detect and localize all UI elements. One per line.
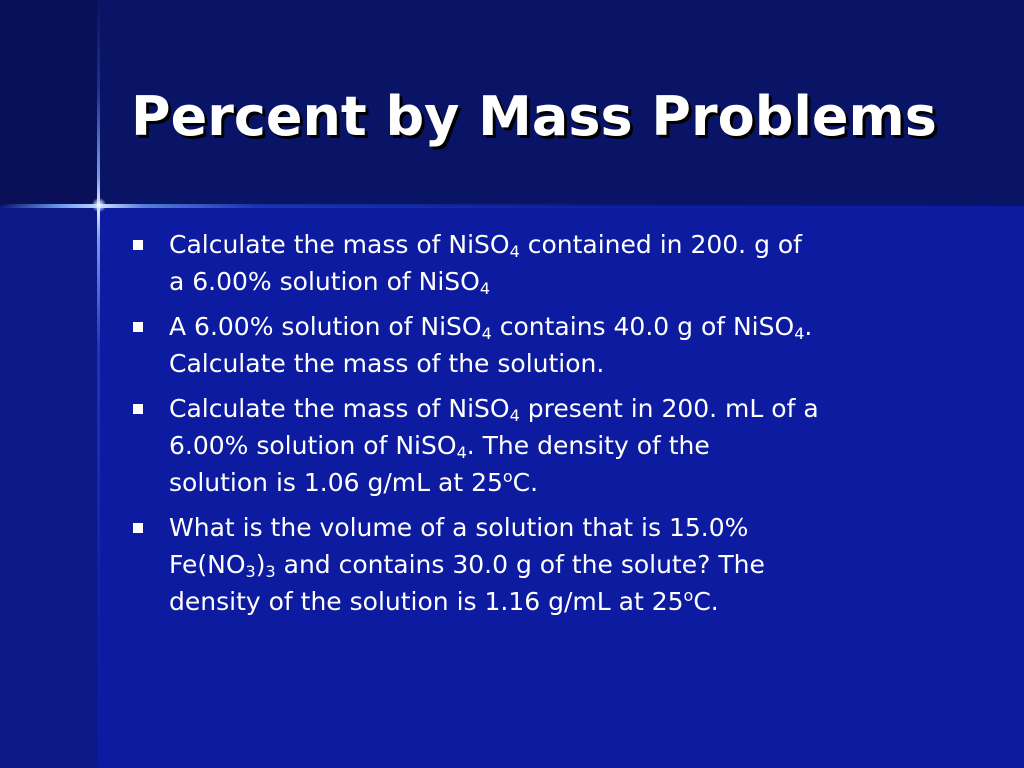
bullet-square-icon	[133, 404, 143, 414]
bullet-text: What is the volume of a solution that is…	[169, 513, 749, 542]
bullet-text-line: density of the solution is 1.16 g/mL at …	[169, 583, 970, 620]
subscript: 3	[265, 562, 276, 581]
bullet-text-line: What is the volume of a solution that is…	[169, 509, 970, 546]
bullet-text: )	[255, 550, 266, 579]
bullet-text-line: Calculate the mass of the solution.	[169, 345, 970, 382]
bullet-text: A 6.00% solution of NiSO	[169, 312, 482, 341]
bullet-text-line: 6.00% solution of NiSO4. The density of …	[169, 427, 970, 464]
subscript: 4	[481, 324, 492, 343]
bullet-text-line: a 6.00% solution of NiSO4	[169, 263, 970, 300]
slide-body-background	[0, 206, 1024, 768]
bullet-text: Calculate the mass of NiSO	[169, 230, 510, 259]
bullet-text: C.	[512, 468, 539, 497]
bullet-text: contained in 200. g of	[519, 230, 802, 259]
subscript: 4	[456, 443, 467, 462]
bullet-item: A 6.00% solution of NiSO4 contains 40.0 …	[130, 308, 970, 382]
vertical-light-streak	[97, 0, 100, 768]
bullet-text: present in 200. mL of a	[519, 394, 819, 423]
slide-header-background	[0, 0, 1024, 206]
subscript: 4	[479, 279, 491, 298]
bullet-text-line: Calculate the mass of NiSO4 contained in…	[169, 226, 970, 263]
subscript: 3	[245, 562, 256, 581]
slide-left-band	[0, 206, 98, 768]
bullet-square-icon	[133, 322, 143, 332]
superscript: o	[683, 586, 694, 605]
bullet-text-line: Fe(NO3)3 and contains 30.0 g of the solu…	[169, 546, 970, 583]
bullet-text: C.	[693, 587, 719, 616]
subscript: 4	[509, 406, 520, 425]
bullet-item: Calculate the mass of NiSO4 present in 2…	[130, 390, 970, 501]
bullet-text: Calculate the mass of NiSO	[169, 394, 510, 423]
bullet-list: Calculate the mass of NiSO4 contained in…	[130, 226, 970, 628]
bullet-text-line: solution is 1.06 g/mL at 25oC.	[169, 464, 970, 501]
horizontal-light-streak	[0, 204, 1024, 208]
subscript: 4	[509, 242, 520, 261]
bullet-text: and contains 30.0 g of the solute? The	[275, 550, 765, 579]
light-flare-icon	[92, 198, 106, 212]
bullet-text-line: A 6.00% solution of NiSO4 contains 40.0 …	[169, 308, 970, 345]
bullet-text: 6.00% solution of NiSO	[169, 431, 457, 460]
bullet-item: What is the volume of a solution that is…	[130, 509, 970, 620]
bullet-text: .	[804, 312, 813, 341]
bullet-text-line: Calculate the mass of NiSO4 present in 2…	[169, 390, 970, 427]
slide-title: Percent by Mass Problems	[131, 85, 937, 148]
bullet-text: solution is 1.06 g/mL at 25	[169, 468, 503, 497]
slide-corner-background	[0, 0, 98, 206]
bullet-square-icon	[133, 523, 143, 533]
bullet-text: a 6.00% solution of NiSO	[169, 267, 480, 296]
bullet-item: Calculate the mass of NiSO4 contained in…	[130, 226, 970, 300]
bullet-text: density of the solution is 1.16 g/mL at …	[169, 587, 684, 616]
bullet-text: contains 40.0 g of NiSO	[491, 312, 795, 341]
bullet-square-icon	[133, 240, 143, 250]
subscript: 4	[794, 324, 805, 343]
bullet-text: . The density of the	[466, 431, 710, 460]
bullet-text: Calculate the mass of the solution.	[169, 349, 605, 378]
bullet-text: Fe(NO	[169, 550, 246, 579]
superscript: o	[502, 467, 513, 486]
